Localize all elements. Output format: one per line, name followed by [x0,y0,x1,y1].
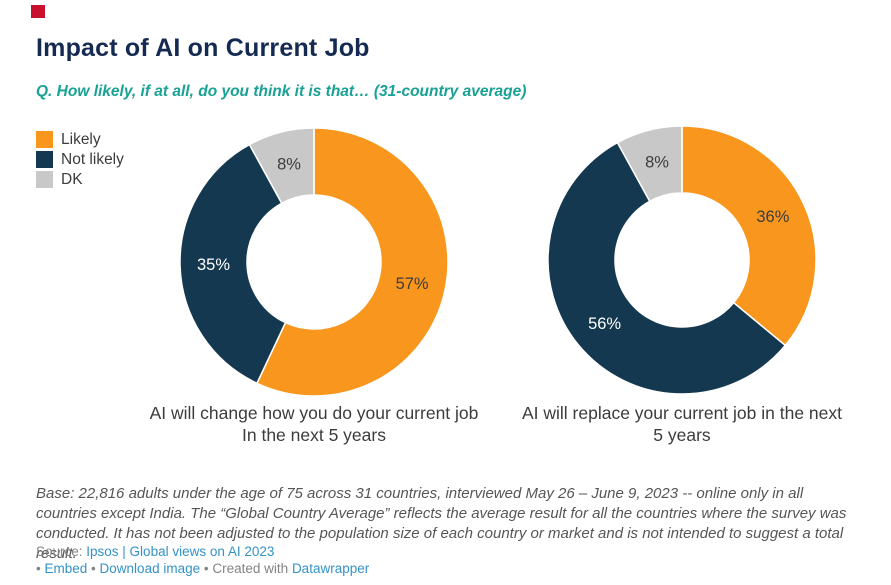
slice-value-label: 36% [756,208,789,226]
source-line: Source: Ipsos | Global views on AI 2023 [36,544,274,559]
legend-item-not-likely: Not likely [36,151,124,168]
legend-item-likely: Likely [36,131,124,148]
donut-chart-replace-job: 36% 56% 8% [547,125,817,395]
source-label: Source: [36,544,87,559]
slice-value-label: 56% [588,315,621,333]
slice-value-label: 35% [197,256,230,274]
base-note: Base: 22,816 adults under the age of 75 … [36,485,847,562]
slice-value-label: 8% [645,154,669,172]
caption-line: 5 years [653,425,711,445]
donut-slice-dk[interactable] [616,125,683,203]
donut-slice-likely[interactable] [255,127,449,397]
legend-swatch-dk [36,171,53,188]
legend-label: DK [61,171,83,188]
legend-item-dk: DK [36,171,124,188]
legend-label: Likely [61,131,101,148]
brand-badge [31,5,45,18]
caption-change-job: AI will change how you do your current j… [114,402,514,446]
caption-replace-job: AI will replace your current job in the … [482,402,882,446]
download-image-link[interactable]: Download image [99,561,201,576]
bullet-separator: • [203,561,209,576]
caption-line: AI will replace your current job in the … [521,403,843,423]
donut-slice-dk[interactable] [248,127,315,205]
donut-slice-not-likely[interactable] [547,141,787,395]
caption-line: In the next 5 years [242,425,386,445]
created-with-text: Created with [212,561,289,576]
attribution-line: • Embed • Download image • Created with … [36,561,369,576]
embed-link[interactable]: Embed [44,561,88,576]
bullet-separator: • [36,561,41,576]
chart-legend: Likely Not likely DK [36,131,124,191]
donut-slice-not-likely[interactable] [179,143,287,385]
slice-value-label: 57% [396,275,429,293]
chart-question-subtitle: Q. How likely, if at all, do you think i… [36,83,527,100]
donut-chart-change-job: 57% 35% 8% [179,127,449,397]
legend-swatch-likely [36,131,53,148]
legend-label: Not likely [61,151,124,168]
source-link[interactable]: Ipsos | Global views on AI 2023 [86,544,275,559]
datawrapper-link[interactable]: Datawrapper [291,561,370,576]
legend-swatch-not-likely [36,151,53,168]
bullet-separator: • [91,561,96,576]
slice-value-label: 8% [277,156,301,174]
donut-slice-likely[interactable] [681,125,817,347]
page-title: Impact of AI on Current Job [36,34,370,62]
caption-line: AI will change how you do your current j… [149,403,479,423]
